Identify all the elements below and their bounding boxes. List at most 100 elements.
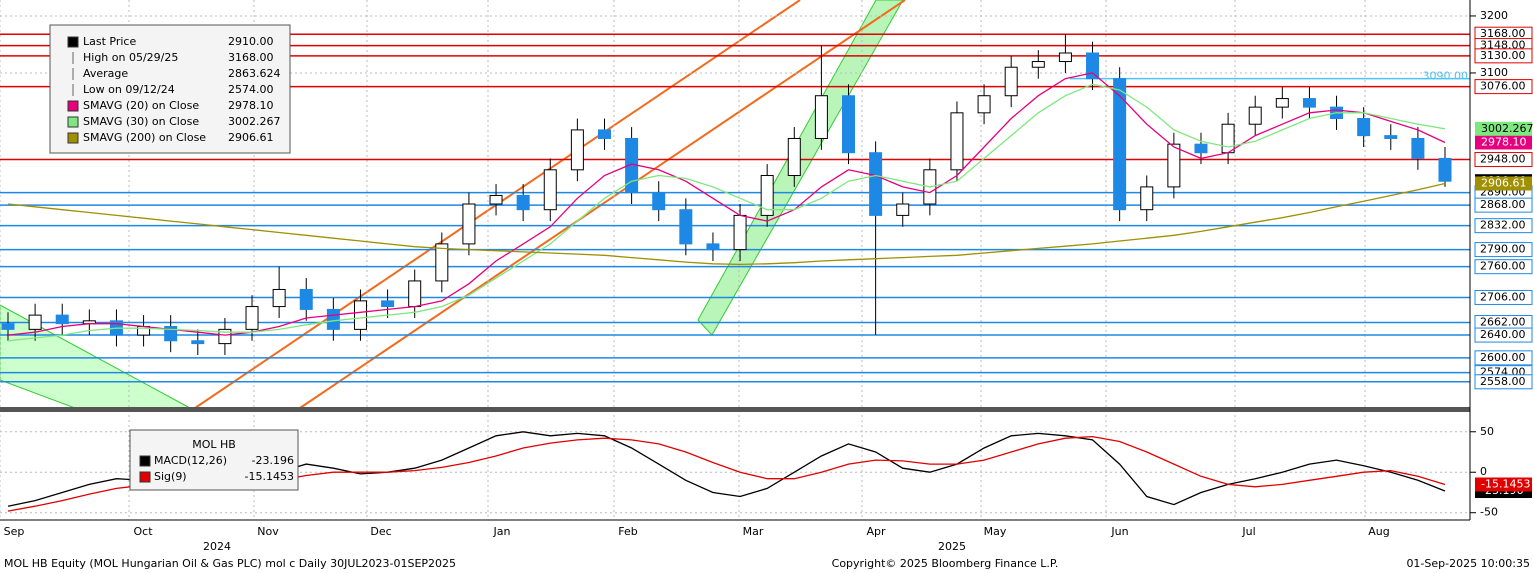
- legend-label: Average: [83, 67, 128, 80]
- x-tick-label: Oct: [133, 525, 153, 538]
- level-tag-label: 3076.00: [1480, 80, 1526, 93]
- candle-body: [1302, 98, 1316, 108]
- level-tag-label: 2600.00: [1480, 351, 1526, 364]
- value-tag: [1475, 121, 1532, 136]
- level-tag: [1474, 218, 1533, 234]
- legend-label: Low on 09/12/24: [83, 83, 175, 96]
- candle-body: [28, 314, 42, 330]
- sma-line: [7, 83, 1446, 342]
- candle-body: [326, 308, 340, 330]
- level-tag-label: 2640.00: [1480, 328, 1526, 341]
- candle-body: [299, 288, 313, 310]
- candle-body: [516, 194, 530, 211]
- candle-body: [1140, 186, 1154, 211]
- sma-line: [7, 182, 1446, 266]
- candle-body: [1194, 143, 1208, 154]
- level-tag: [1474, 197, 1533, 213]
- value-tag: [1475, 477, 1532, 492]
- legend-swatch: [67, 100, 79, 112]
- candle-body: [1221, 123, 1235, 154]
- candle-body: [381, 300, 395, 308]
- legend-value: 2906.61: [228, 131, 274, 144]
- level-tag-label: 2662.00: [1480, 316, 1526, 329]
- legend-swatch: [139, 471, 151, 483]
- candle-body: [55, 314, 69, 325]
- y-tick-label: 0: [1480, 465, 1487, 478]
- y-tick-label: 3100: [1480, 66, 1508, 79]
- legend-box: [129, 429, 299, 491]
- legend-label: SMAVG (200) on Close: [83, 131, 206, 144]
- candle-body: [353, 300, 367, 330]
- level-tag: [1474, 48, 1533, 64]
- candle-body: [543, 169, 557, 211]
- value-tag: [1475, 135, 1532, 150]
- candle-body: [245, 306, 259, 330]
- footer-right: 01-Sep-2025 10:00:35: [1406, 557, 1530, 570]
- legend-label: SMAVG (20) on Close: [83, 99, 199, 112]
- candle-body: [787, 137, 801, 177]
- legend-swatch: [67, 36, 79, 48]
- candle-body: [652, 192, 666, 211]
- legend-value: 2910.00: [228, 35, 274, 48]
- legend-box: [49, 24, 291, 154]
- level-tag: [1474, 79, 1533, 95]
- x-tick-label: Feb: [618, 525, 637, 538]
- candle-body: [950, 112, 964, 171]
- trend-line: [299, 0, 906, 409]
- level-tag: [1474, 327, 1533, 343]
- candle-body: [869, 152, 883, 216]
- candle-body: [1167, 143, 1181, 188]
- candle-body: [760, 175, 774, 216]
- candle-body: [218, 328, 232, 345]
- level-tag-label: 3130.00: [1480, 49, 1526, 62]
- x-tick-label: Dec: [370, 525, 391, 538]
- candle-body: [896, 203, 910, 216]
- level-tag: [1474, 242, 1533, 258]
- candle-body: [191, 340, 205, 345]
- value-tag-label: 2978.10: [1481, 135, 1527, 148]
- legend-swatch: [139, 455, 151, 467]
- footer-center: Copyright© 2025 Bloomberg Finance L.P.: [832, 557, 1059, 570]
- x-tick-label: May: [984, 525, 1007, 538]
- x-tick-label: Apr: [866, 525, 886, 538]
- candle-body: [1086, 52, 1100, 80]
- candle-body: [489, 194, 503, 205]
- level-tag: [1474, 374, 1533, 390]
- level-tag: [1474, 152, 1533, 168]
- level-tag: [1474, 350, 1533, 366]
- level-tag-label: 2790.00: [1480, 243, 1526, 256]
- candle-body: [977, 95, 991, 114]
- candle-body: [1031, 61, 1045, 68]
- legend-value: 2574.00: [228, 83, 274, 96]
- legend-value: 3168.00: [228, 51, 274, 64]
- legend-swatch: [67, 116, 79, 128]
- panel-divider[interactable]: [0, 407, 1470, 412]
- legend-value: 2863.624: [228, 67, 281, 80]
- level-tag-label: 2868.00: [1480, 198, 1526, 211]
- candle-body: [272, 288, 286, 308]
- value-tag: [1475, 176, 1532, 191]
- legend-value: 3002.267: [228, 115, 281, 128]
- footer-left: MOL HB Equity (MOL Hungarian Oil & Gas P…: [4, 557, 456, 570]
- y-tick-label: -50: [1480, 506, 1498, 519]
- legend-title: MOL HB: [192, 438, 236, 451]
- candle-body: [706, 243, 720, 251]
- x-tick-label: Sep: [4, 525, 25, 538]
- legend-label: MACD(12,26): [154, 454, 227, 467]
- candle-body: [1411, 137, 1425, 159]
- candle-body: [435, 243, 449, 282]
- legend-label: Last Price: [83, 35, 136, 48]
- y-tick-label: 50: [1480, 425, 1494, 438]
- x-tick-label: Jan: [493, 525, 511, 538]
- legend-label: High on 05/29/25: [83, 51, 178, 64]
- candle-body: [814, 95, 828, 139]
- candle-body: [570, 129, 584, 171]
- x-tick-label: Jul: [1241, 525, 1255, 538]
- x-tick-label: Nov: [257, 525, 279, 538]
- value-tag-label: 2906.61: [1481, 176, 1527, 189]
- x-tick-label: Aug: [1368, 525, 1389, 538]
- level-tag: [1474, 259, 1533, 275]
- x-tick-label: Jun: [1110, 525, 1128, 538]
- legend-value: -23.196: [252, 454, 294, 467]
